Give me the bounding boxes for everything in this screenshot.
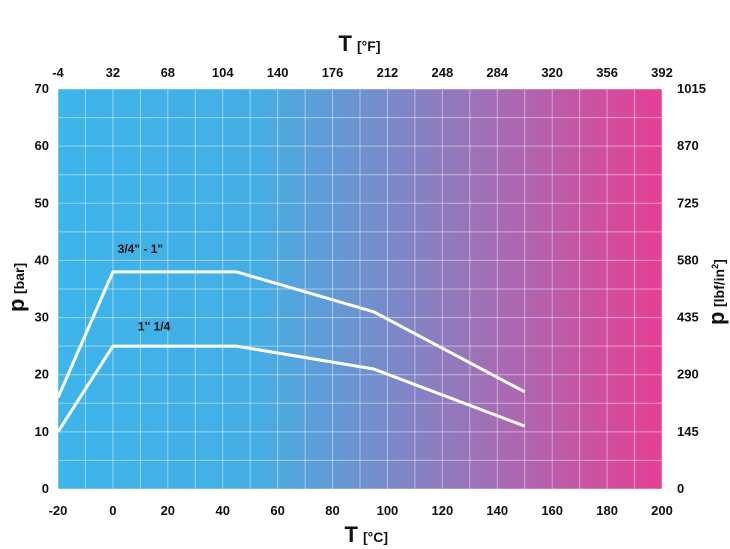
top-axis-title: T: [339, 31, 353, 56]
series-label: 3/4" - 1": [118, 242, 163, 256]
y-left-tick-label: 30: [35, 310, 49, 325]
x-bottom-tick-label: -20: [49, 503, 68, 518]
x-top-tick-label: 176: [322, 65, 344, 80]
top-axis-unit: [°F]: [357, 38, 380, 54]
x-bottom-tick-label: 120: [432, 503, 454, 518]
x-bottom-tick-label: 140: [486, 503, 508, 518]
y-left-tick-label: 70: [35, 81, 49, 96]
bottom-axis-title: T: [345, 522, 359, 547]
bottom-axis-unit: [°C]: [363, 529, 388, 545]
x-bottom-tick-label: 80: [325, 503, 339, 518]
x-top-tick-label: 248: [432, 65, 454, 80]
left-axis-title: p: [4, 299, 29, 312]
x-top-tick-label: 320: [541, 65, 563, 80]
y-right-tick-label: 145: [677, 424, 699, 439]
y-right-tick-label: 290: [677, 367, 699, 382]
x-bottom-tick-label: 0: [109, 503, 116, 518]
x-bottom-tick-label: 160: [541, 503, 563, 518]
left-axis-unit: [bar]: [11, 263, 27, 294]
y-left-tick-label: 60: [35, 138, 49, 153]
y-right-tick-label: 580: [677, 252, 699, 267]
y-right-tick-label: 1015: [677, 81, 706, 96]
right-axis-title: p: [704, 312, 729, 325]
tick-labels: -20 0 20 40 60 80 100 120 140 160 180 200-4 32 68 104 1…: [35, 65, 706, 518]
x-bottom-tick-label: 180: [596, 503, 618, 518]
x-top-tick-label: -4: [52, 65, 64, 80]
series-line: [56, 344, 526, 433]
grid: [57, 88, 663, 490]
x-top-tick-label: 68: [161, 65, 175, 80]
x-top-tick-label: 104: [212, 65, 234, 80]
plot-area: [58, 89, 662, 489]
series-label: 1" 1/4: [138, 320, 171, 334]
y-left-tick-label: 0: [42, 481, 49, 496]
x-bottom-tick-label: 20: [161, 503, 175, 518]
x-bottom-tick-label: 200: [651, 503, 673, 518]
series-layer: 3/4" - 1" 1" 1/4: [56, 242, 526, 433]
x-bottom-tick-label: 60: [270, 503, 284, 518]
y-right-tick-label: 725: [677, 195, 699, 210]
y-left-tick-label: 40: [35, 252, 49, 267]
x-bottom-tick-label: 100: [377, 503, 399, 518]
x-top-tick-label: 140: [267, 65, 289, 80]
y-left-tick-label: 50: [35, 195, 49, 210]
y-left-tick-label: 20: [35, 367, 49, 382]
y-right-tick-label: 870: [677, 138, 699, 153]
y-right-tick-label: 435: [677, 310, 699, 325]
y-right-tick-label: 0: [677, 481, 684, 496]
x-bottom-tick-label: 40: [215, 503, 229, 518]
x-top-tick-label: 284: [486, 65, 508, 80]
x-top-tick-label: 392: [651, 65, 673, 80]
series-line: [56, 270, 526, 399]
y-left-tick-label: 10: [35, 424, 49, 439]
x-top-tick-label: 356: [596, 65, 618, 80]
x-top-tick-label: 32: [106, 65, 120, 80]
x-top-tick-label: 212: [377, 65, 399, 80]
right-axis-unit: [lbf/in2]: [710, 259, 727, 307]
